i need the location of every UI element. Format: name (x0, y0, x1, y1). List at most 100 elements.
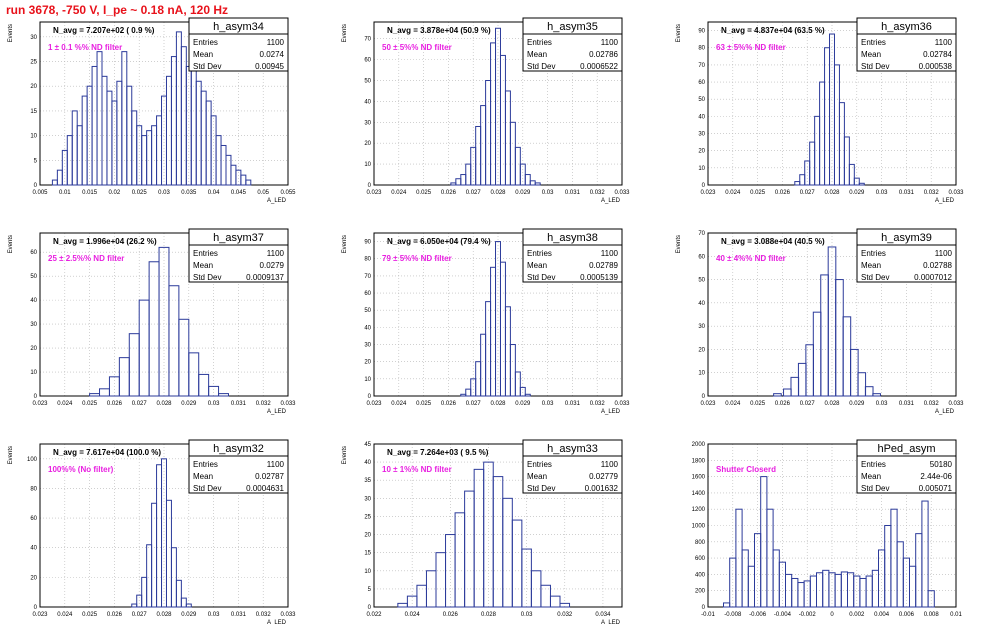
histogram-bin (509, 344, 516, 397)
filter-annotation: 50 ± 5%% ND filter (382, 43, 452, 52)
x-tick-label: 0.032 (590, 401, 606, 407)
x-tick-label: 0.027 (800, 190, 816, 196)
histogram-panel-h_asym34: 0.005 0.01 0.015 0.02 0.025 0.03 0.035 0.04 0.04… (8, 17, 296, 204)
stats-label: Std Dev (861, 484, 889, 493)
histogram-bin (490, 266, 497, 397)
histogram-bin (797, 582, 805, 608)
histogram-title: h_asym35 (547, 21, 598, 33)
stats-box (522, 439, 623, 494)
y-tick-label: 60 (30, 516, 37, 522)
navg-label: N_avg = 3.088e+04 (40.5 %) (721, 237, 825, 246)
stats-value: 0.0009137 (246, 273, 284, 282)
y-tick-label: 20 (364, 360, 371, 366)
histogram-bin (723, 602, 731, 608)
histogram-bin (490, 42, 497, 186)
y-tick-label: 25 (364, 514, 371, 520)
x-axis-label: A_LED (267, 620, 287, 625)
stats-label: Mean (861, 50, 881, 59)
histogram-bin (514, 371, 521, 397)
x-tick-label: 0.015 (82, 190, 98, 196)
histogram-bin (116, 80, 123, 186)
histogram-bin (524, 174, 531, 186)
histogram-bin (81, 95, 88, 186)
stats-label: Std Dev (861, 273, 889, 282)
y-tick-label: 40 (364, 99, 371, 105)
x-tick-label: 0.028 (824, 190, 840, 196)
stats-label: Entries (527, 249, 552, 258)
y-tick-label: 60 (364, 58, 371, 64)
histogram-panel-h_asym33: 0.022 0.024 0.026 0.028 0.03 0.032 0.034 0 5 10 15… (342, 439, 623, 625)
y-tick-label: 30 (364, 120, 371, 126)
histogram-bin (514, 146, 521, 186)
y-tick-label: 0 (702, 394, 706, 400)
y-tick-label: 10 (698, 166, 705, 172)
y-tick-label: 50 (698, 97, 705, 103)
stats-label: Mean (193, 472, 213, 481)
x-tick-label: 0.031 (899, 401, 915, 407)
stats-value: 0.02787 (255, 472, 284, 481)
histogram-bin (835, 279, 844, 397)
histogram-title: h_asym33 (547, 443, 598, 455)
y-tick-label: 2000 (692, 442, 706, 448)
y-tick-label: 10 (30, 370, 37, 376)
x-tick-label: 0.028 (824, 401, 840, 407)
x-tick-label: 0.023 (700, 401, 716, 407)
x-tick-label: 0.025 (82, 612, 98, 618)
histogram-bin (872, 393, 881, 397)
histogram-bin (470, 378, 477, 397)
histogram-title: h_asym38 (547, 232, 598, 244)
y-axis-label: Events (676, 24, 682, 42)
histogram-bin (857, 372, 867, 397)
histogram-bin (210, 115, 217, 186)
stats-value: 0.0279 (260, 261, 285, 270)
histogram-bin (833, 64, 840, 186)
histogram-bin (106, 90, 113, 186)
y-tick-label: 10 (364, 162, 371, 168)
x-tick-label: 0.026 (441, 401, 457, 407)
histogram-bin (118, 357, 130, 397)
y-tick-label: 60 (698, 80, 705, 86)
x-tick-label: 0.03 (542, 401, 554, 407)
y-tick-label: 40 (698, 301, 705, 307)
x-tick-label: 0.026 (107, 612, 123, 618)
x-tick-label: 0.033 (614, 401, 630, 407)
x-tick-label: 0.029 (849, 401, 865, 407)
y-tick-label: 50 (364, 308, 371, 314)
stats-label: Mean (527, 472, 547, 481)
x-tick-label: 0.028 (490, 401, 506, 407)
histogram-bin (170, 547, 177, 608)
x-tick-label: 0.031 (899, 190, 915, 196)
y-tick-label: 40 (30, 546, 37, 552)
histogram-bin (435, 552, 447, 608)
y-tick-label: 40 (698, 114, 705, 120)
x-tick-label: 0.005 (32, 190, 48, 196)
navg-label: N_avg = 4.837e+04 (63.5 %) (721, 26, 825, 35)
histogram-bin (200, 90, 207, 186)
x-tick-label: -0.004 (774, 612, 792, 618)
histogram-bin (168, 285, 180, 397)
histogram-bin (208, 385, 220, 397)
x-tick-label: 0.023 (32, 401, 48, 407)
stats-label: Mean (527, 50, 547, 59)
y-tick-label: 30 (30, 35, 37, 41)
x-tick-label: 0.02 (109, 190, 121, 196)
histogram-title: h_asym32 (213, 443, 264, 455)
y-tick-label: 40 (30, 298, 37, 304)
x-tick-label: 0.025 (750, 401, 766, 407)
y-tick-label: 1000 (692, 524, 706, 530)
histogram-bin (828, 572, 836, 608)
y-tick-label: 0 (702, 605, 706, 611)
filter-annotation: 1 ± 0.1 %% ND filter (48, 43, 122, 52)
histogram-bin (136, 594, 143, 608)
histogram-panel-hPed_asym: -0.01 -0.008 -0.006 -0.004 -0.002 0 0.002 0.004… (692, 439, 962, 618)
stats-value: 0.0007012 (914, 273, 952, 282)
histogram-bin (509, 121, 516, 186)
x-tick-label: 0.025 (416, 401, 432, 407)
stats-label: Std Dev (861, 62, 889, 71)
x-tick-label: 0.01 (950, 612, 962, 618)
y-tick-label: 800 (695, 540, 706, 546)
x-tick-label: 0.03 (521, 612, 533, 618)
x-tick-label: 0.028 (156, 612, 172, 618)
navg-label: N_avg = 1.996e+04 (26.2 %) (53, 237, 157, 246)
histogram-bin (853, 177, 860, 186)
